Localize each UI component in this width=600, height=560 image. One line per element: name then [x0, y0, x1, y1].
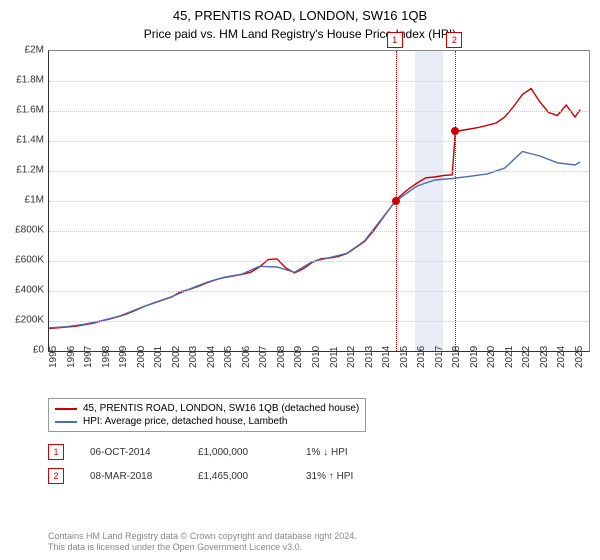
- data-marker: [392, 197, 400, 205]
- page-subtitle: Price paid vs. HM Land Registry's House …: [0, 23, 600, 41]
- event-marker-box: 2: [446, 32, 462, 48]
- xtick-label: 2011: [329, 346, 340, 368]
- attribution: Contains HM Land Registry data © Crown c…: [48, 531, 357, 554]
- xtick-label: 2000: [136, 346, 147, 368]
- xtick-label: 2014: [381, 346, 392, 368]
- xtick-label: 2019: [469, 346, 480, 368]
- transaction-index-box: 2: [48, 468, 64, 484]
- xtick-label: 2012: [346, 346, 357, 368]
- ytick-label: £1.8M: [4, 75, 44, 86]
- xtick-label: 2016: [416, 346, 427, 368]
- transaction-delta: 31% ↑ HPI: [306, 471, 353, 482]
- gridline: [49, 171, 589, 172]
- legend-item: 45, PRENTIS ROAD, LONDON, SW16 1QB (deta…: [55, 402, 359, 415]
- xtick-label: 1998: [101, 346, 112, 368]
- attrib-line-2: This data is licensed under the Open Gov…: [48, 542, 357, 554]
- ytick-label: £800K: [4, 225, 44, 236]
- ytick-label: £1.2M: [4, 165, 44, 176]
- xtick-label: 2022: [521, 346, 532, 368]
- ytick-label: £0: [4, 345, 44, 356]
- transaction-row: 1 06-OCT-2014 £1,000,000 1% ↓ HPI: [48, 440, 353, 464]
- gridline: [49, 111, 589, 112]
- gridline: [49, 231, 589, 232]
- series-line: [49, 89, 580, 329]
- xtick-label: 2013: [364, 346, 375, 368]
- legend: 45, PRENTIS ROAD, LONDON, SW16 1QB (deta…: [48, 398, 366, 432]
- transactions-table: 1 06-OCT-2014 £1,000,000 1% ↓ HPI 2 08-MAR-20…: [48, 440, 353, 488]
- gridline: [49, 201, 589, 202]
- xtick-label: 1996: [66, 346, 77, 368]
- xtick-label: 2020: [486, 346, 497, 368]
- ytick-label: £400K: [4, 285, 44, 296]
- transaction-delta: 1% ↓ HPI: [306, 447, 348, 458]
- xtick-label: 2010: [311, 346, 322, 368]
- transaction-date: 08-MAR-2018: [90, 471, 180, 482]
- xtick-label: 2024: [556, 346, 567, 368]
- xtick-label: 2008: [276, 346, 287, 368]
- page: 45, PRENTIS ROAD, LONDON, SW16 1QB Price…: [0, 0, 600, 560]
- xtick-label: 2002: [171, 346, 182, 368]
- chart-area: £0£200K£400K£600K£800K£1M£1.2M£1.4M£1.6M…: [10, 50, 590, 390]
- gridline: [49, 321, 589, 322]
- ytick-label: £1M: [4, 195, 44, 206]
- xtick-label: 2003: [188, 346, 199, 368]
- page-title: 45, PRENTIS ROAD, LONDON, SW16 1QB: [0, 0, 600, 23]
- xtick-label: 2017: [434, 346, 445, 368]
- gridline: [49, 261, 589, 262]
- legend-item: HPI: Average price, detached house, Lamb…: [55, 415, 359, 428]
- xtick-label: 1999: [118, 346, 129, 368]
- xtick-label: 2005: [223, 346, 234, 368]
- transaction-price: £1,465,000: [198, 471, 288, 482]
- xtick-label: 2006: [241, 346, 252, 368]
- gridline: [49, 141, 589, 142]
- event-marker-box: 1: [387, 32, 403, 48]
- xtick-label: 2004: [206, 346, 217, 368]
- ytick-label: £200K: [4, 315, 44, 326]
- xtick-label: 2025: [574, 346, 585, 368]
- gridline: [49, 291, 589, 292]
- xtick-label: 2021: [504, 346, 515, 368]
- legend-swatch: [55, 421, 77, 423]
- event-vline: [455, 51, 456, 351]
- xtick-label: 1995: [48, 346, 59, 368]
- ytick-label: £600K: [4, 255, 44, 266]
- transaction-date: 06-OCT-2014: [90, 447, 180, 458]
- ytick-label: £1.4M: [4, 135, 44, 146]
- legend-label: 45, PRENTIS ROAD, LONDON, SW16 1QB (deta…: [83, 403, 359, 414]
- legend-swatch: [55, 408, 77, 410]
- legend-label: HPI: Average price, detached house, Lamb…: [83, 416, 287, 427]
- gridline: [49, 81, 589, 82]
- transaction-price: £1,000,000: [198, 447, 288, 458]
- xtick-label: 2015: [399, 346, 410, 368]
- transaction-index-box: 1: [48, 444, 64, 460]
- xtick-label: 2001: [153, 346, 164, 368]
- series-line: [49, 152, 580, 328]
- ytick-label: £2M: [4, 45, 44, 56]
- attrib-line-1: Contains HM Land Registry data © Crown c…: [48, 531, 357, 543]
- xtick-label: 2007: [258, 346, 269, 368]
- xtick-label: 1997: [83, 346, 94, 368]
- xtick-label: 2018: [451, 346, 462, 368]
- transaction-row: 2 08-MAR-2018 £1,465,000 31% ↑ HPI: [48, 464, 353, 488]
- xtick-label: 2023: [539, 346, 550, 368]
- xtick-label: 2009: [293, 346, 304, 368]
- data-marker: [451, 127, 459, 135]
- plot-area: [48, 50, 590, 352]
- ytick-label: £1.6M: [4, 105, 44, 116]
